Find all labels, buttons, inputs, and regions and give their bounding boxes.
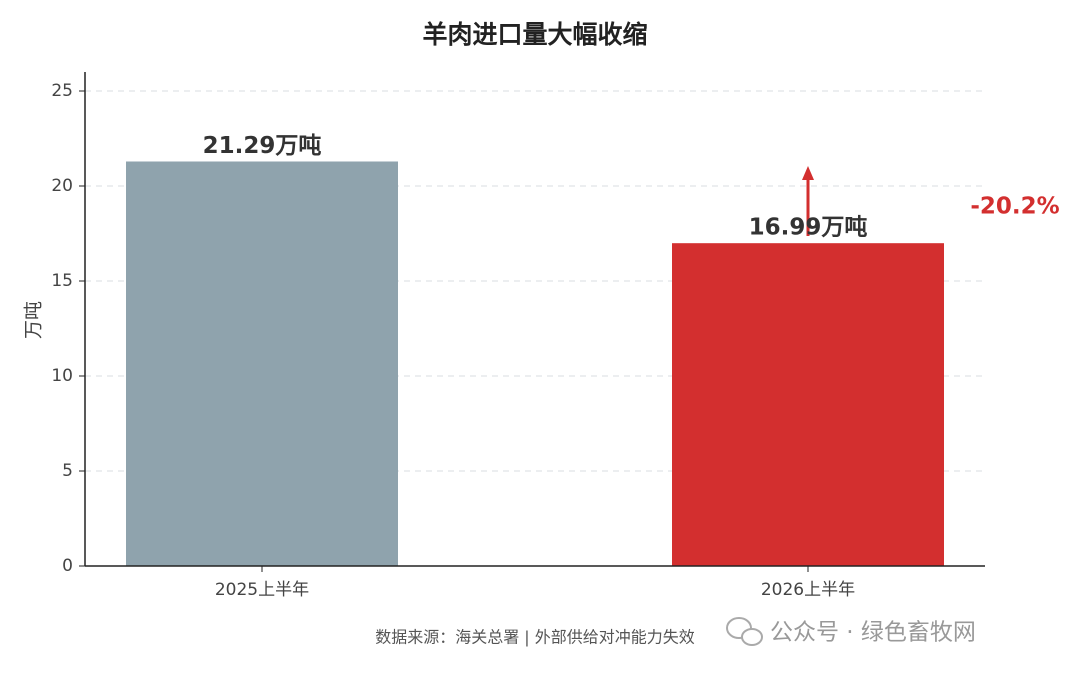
y-tick-label: 5 [62, 461, 73, 481]
value-label: 21.29万吨 [203, 133, 322, 159]
annotation: -20.2% [970, 194, 1059, 220]
y-tick-label: 20 [51, 176, 73, 196]
watermark: 公众号 · 绿色畜牧网 [770, 620, 976, 646]
bar [126, 161, 398, 567]
y-tick-label: 25 [51, 81, 73, 101]
arrow-head [802, 166, 814, 180]
x-tick-label: 2025上半年 [215, 580, 309, 600]
source-note: 数据来源：海关总署 | 外部供给对冲能力失效 [375, 628, 695, 647]
chart-title: 羊肉进口量大幅收缩 [422, 20, 647, 49]
x-tick-label: 2026上半年 [761, 580, 855, 600]
bar [672, 243, 944, 566]
wechat-icon [726, 617, 763, 646]
y-tick-label: 10 [51, 366, 73, 386]
y-tick-label: 15 [51, 271, 73, 291]
y-axis-label: 万吨 [23, 301, 45, 339]
plot-area [85, 90, 985, 567]
y-tick-label: 0 [62, 556, 73, 576]
value-label: 16.99万吨 [749, 215, 868, 241]
